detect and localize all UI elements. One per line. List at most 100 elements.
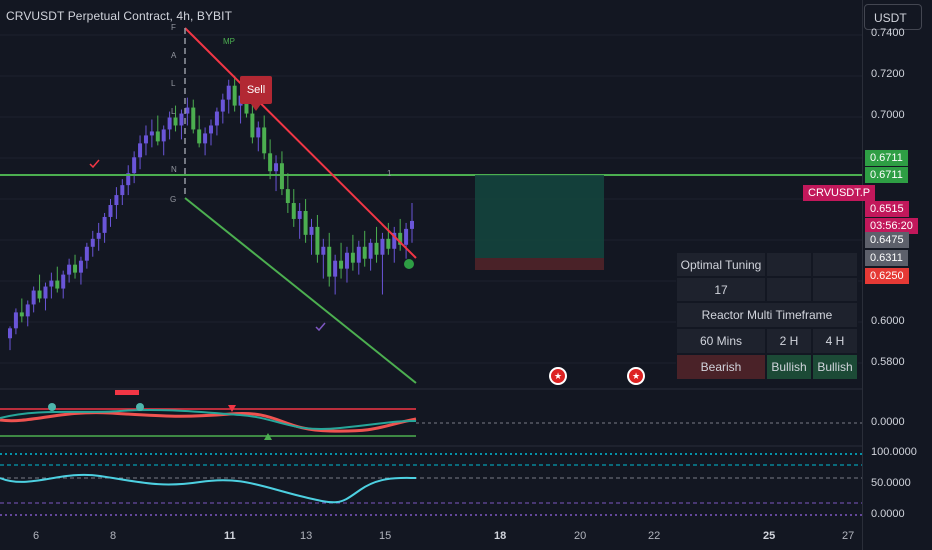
candle xyxy=(398,218,403,251)
price-tag: 0.6515 xyxy=(865,201,909,217)
candle-body xyxy=(191,107,196,130)
candle xyxy=(203,127,208,156)
candle-body xyxy=(55,280,60,289)
table-section: Reactor Multi Timeframe xyxy=(676,302,858,328)
candle-body xyxy=(410,220,414,229)
price-tick-label: 0.7000 xyxy=(871,109,905,121)
trend-label: L xyxy=(171,79,176,88)
trend-label: A xyxy=(171,51,177,60)
candle-body xyxy=(13,312,18,329)
candle xyxy=(232,75,237,112)
candle-body xyxy=(25,304,30,317)
candle-body xyxy=(309,226,314,235)
candle-body xyxy=(90,238,95,247)
candle-body xyxy=(173,117,178,126)
candle xyxy=(256,121,261,152)
candle xyxy=(90,230,95,257)
candle-body xyxy=(244,95,249,114)
candle-body xyxy=(120,185,125,196)
time-tick-label: 11 xyxy=(224,530,236,542)
price-tick-label: 0.5800 xyxy=(871,356,905,368)
trend-label: G xyxy=(170,195,176,204)
candle-body xyxy=(386,238,391,249)
candle-body xyxy=(185,107,190,114)
currency-selector[interactable]: USDT xyxy=(864,4,922,30)
candle-body xyxy=(226,85,231,100)
candle-body xyxy=(161,129,166,142)
us-flag-icon[interactable]: ★ xyxy=(549,367,567,385)
price-tag: 03:56:20 xyxy=(865,218,918,234)
price-tag: 0.6711 xyxy=(865,150,908,166)
candle-body xyxy=(321,246,326,255)
candle-body xyxy=(291,203,296,219)
candle xyxy=(126,165,131,196)
candle xyxy=(49,272,54,299)
candle xyxy=(96,222,101,251)
time-tick-label: 20 xyxy=(574,530,587,542)
candle-body xyxy=(303,210,308,235)
candle-body xyxy=(232,85,237,106)
trend-label: L xyxy=(171,107,176,116)
candle xyxy=(220,93,225,124)
timeframe-cell: 2 H xyxy=(766,328,812,354)
candle xyxy=(161,125,166,156)
candle xyxy=(108,199,113,227)
candle-body xyxy=(214,111,219,126)
state-cell: Bullish xyxy=(766,354,812,380)
candle-body xyxy=(132,157,137,174)
time-tick-label: 8 xyxy=(110,530,117,542)
candle xyxy=(274,155,279,192)
state-cell: Bearish xyxy=(676,354,766,380)
candle xyxy=(368,238,373,271)
candle xyxy=(84,242,89,269)
check-icon xyxy=(89,159,100,169)
time-tick-label: 15 xyxy=(379,530,392,542)
candle-body xyxy=(274,163,279,172)
lower-trendline xyxy=(184,197,417,384)
candle-body xyxy=(155,131,160,142)
candle-body xyxy=(108,205,113,217)
candle xyxy=(374,226,379,263)
candle xyxy=(173,105,178,132)
table-value: 17 xyxy=(676,277,766,302)
oscillators xyxy=(0,388,862,516)
candle-body xyxy=(339,260,344,269)
candle-body xyxy=(374,242,379,255)
candle-body xyxy=(362,246,367,259)
candle-body xyxy=(356,246,361,263)
candle-body xyxy=(167,117,172,130)
candle xyxy=(404,222,409,259)
candle-body xyxy=(327,246,332,277)
candle xyxy=(380,232,385,295)
table-empty-cell xyxy=(812,277,858,302)
candle xyxy=(179,109,184,140)
candle xyxy=(268,139,273,180)
time-tick-label: 27 xyxy=(842,530,855,542)
candles xyxy=(8,75,414,351)
candle-body xyxy=(67,264,72,275)
time-tick-label: 13 xyxy=(300,530,313,542)
target-zone xyxy=(475,175,604,258)
indicator-tick-label: 50.0000 xyxy=(871,477,911,489)
signal-dot xyxy=(136,403,144,411)
price-chart[interactable]: MP F A L L N G 1 xyxy=(0,0,862,550)
candle-body xyxy=(250,113,255,138)
candle xyxy=(191,99,196,134)
signal-dot xyxy=(48,403,56,411)
price-tick-label: 0.7400 xyxy=(871,27,905,39)
candle-body xyxy=(49,280,54,287)
candle xyxy=(197,115,202,148)
us-flag-icon[interactable]: ★ xyxy=(627,367,645,385)
candle-body xyxy=(138,143,143,158)
candle xyxy=(350,234,355,271)
signal-marker xyxy=(115,390,139,395)
candle xyxy=(214,107,219,136)
candle xyxy=(226,79,231,114)
candle xyxy=(362,230,367,267)
candle-body xyxy=(78,260,83,273)
candle-body xyxy=(368,242,373,259)
trend-label: 1 xyxy=(387,169,392,178)
candle-body xyxy=(380,238,385,255)
candle-body xyxy=(102,216,107,233)
candle xyxy=(309,218,314,255)
